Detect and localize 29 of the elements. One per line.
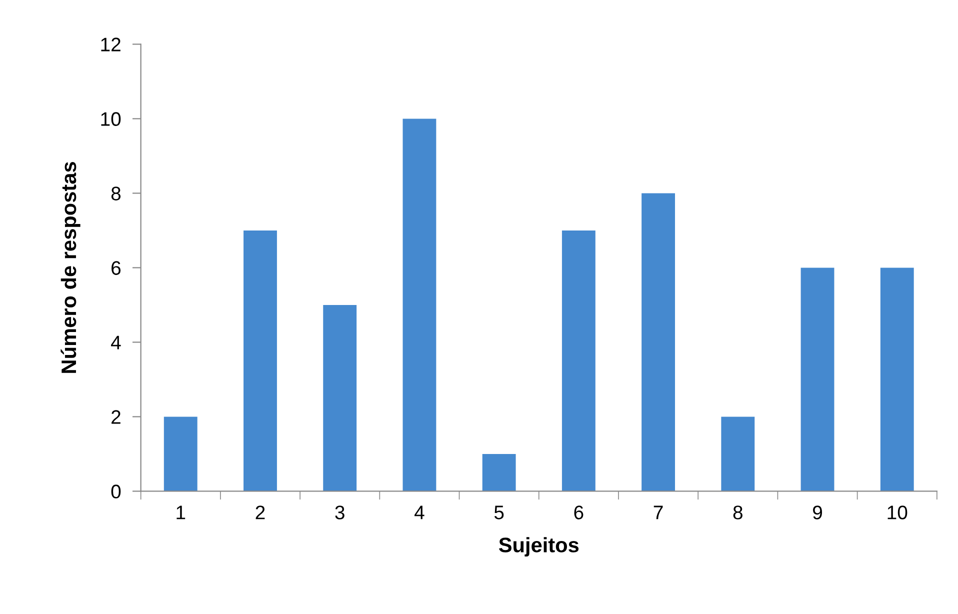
bar (323, 304, 357, 492)
x-tick-label: 10 (888, 506, 908, 520)
y-tick-label: 0 (111, 484, 121, 498)
y-axis-title: Número de respostas (60, 162, 80, 373)
x-tick-label: 4 (414, 506, 424, 520)
bar (164, 416, 198, 492)
y-tick-label: 10 (101, 112, 121, 126)
x-tick-label: 9 (813, 506, 822, 520)
y-tick-label: 8 (111, 186, 121, 200)
y-tick-label: 4 (111, 336, 121, 350)
bar (562, 230, 596, 492)
x-tick-label: 6 (574, 506, 584, 520)
y-tick-label: 12 (101, 38, 120, 52)
bar (880, 268, 914, 492)
x-tick-label: 2 (256, 506, 265, 520)
x-tick-label: 8 (733, 506, 742, 520)
bar (482, 454, 516, 492)
bar (402, 118, 436, 492)
x-tick-label: 5 (494, 506, 504, 520)
bar (800, 268, 834, 492)
x-tick-label: 3 (335, 506, 344, 520)
x-tick-label: 7 (654, 506, 663, 520)
x-axis-title: Sujeitos (498, 537, 579, 557)
y-tick-label: 2 (112, 410, 120, 424)
bar (721, 416, 755, 492)
x-tick-label: 1 (176, 506, 186, 520)
y-tick-label: 6 (112, 261, 121, 275)
bar (244, 230, 277, 492)
bar (642, 193, 676, 492)
